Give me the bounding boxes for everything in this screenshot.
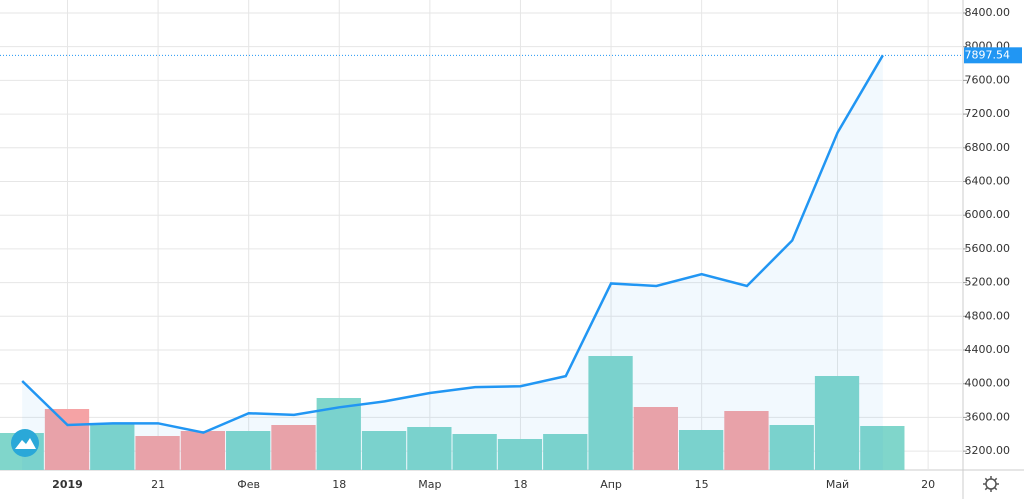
volume-bar bbox=[724, 411, 769, 470]
volume-bar bbox=[633, 407, 678, 470]
logo-icon[interactable] bbox=[15, 438, 36, 449]
volume-bar bbox=[90, 424, 135, 470]
volume-bar bbox=[497, 439, 543, 470]
volume-bar bbox=[543, 434, 588, 470]
volume-bar bbox=[678, 430, 724, 470]
x-tick-label: 18 bbox=[513, 478, 527, 491]
x-tick-label: 15 bbox=[695, 478, 709, 491]
last-price-label: 7897.54 bbox=[965, 48, 1011, 61]
x-tick-label: Мар bbox=[418, 478, 441, 491]
y-tick-label: 3200.00 bbox=[965, 444, 1011, 457]
volume-bar bbox=[588, 356, 633, 470]
volume-bar bbox=[180, 431, 226, 470]
y-tick-label: 8400.00 bbox=[965, 6, 1011, 19]
y-tick-label: 4400.00 bbox=[965, 343, 1011, 356]
volume-bar bbox=[860, 426, 905, 470]
volume-bar bbox=[452, 434, 497, 470]
x-tick-label: 20 bbox=[921, 478, 935, 491]
y-tick-label: 6400.00 bbox=[965, 174, 1011, 187]
logo[interactable] bbox=[11, 429, 39, 457]
area-fill bbox=[22, 55, 883, 471]
price-line bbox=[21, 54, 884, 434]
x-tick-label: Май bbox=[826, 478, 849, 491]
x-tick-label: 2019 bbox=[52, 478, 83, 491]
volume-bar bbox=[44, 409, 90, 470]
volume-bar bbox=[361, 431, 407, 470]
y-tick-label: 4800.00 bbox=[965, 309, 1011, 322]
x-tick-label: 18 bbox=[332, 478, 346, 491]
gear-teeth[interactable] bbox=[983, 476, 999, 492]
y-tick-label: 6000.00 bbox=[965, 208, 1011, 221]
volume-bar bbox=[135, 436, 180, 470]
volume-bar bbox=[407, 427, 452, 470]
y-tick-label: 6800.00 bbox=[965, 141, 1011, 154]
last-price-box bbox=[964, 47, 1022, 64]
y-tick-label: 7600.00 bbox=[965, 73, 1011, 86]
settings-icon[interactable] bbox=[983, 476, 999, 492]
volume-bar bbox=[226, 431, 271, 470]
x-tick-label: 21 bbox=[151, 478, 165, 491]
x-tick-label: Апр bbox=[600, 478, 622, 491]
volume-bar bbox=[271, 425, 316, 470]
y-tick-label: 3600.00 bbox=[965, 410, 1011, 423]
y-tick-label: 5200.00 bbox=[965, 276, 1011, 289]
volume-bar bbox=[814, 376, 860, 470]
y-tick-label: 5600.00 bbox=[965, 242, 1011, 255]
x-tick-label: Фев bbox=[237, 478, 260, 491]
y-tick-label: 7200.00 bbox=[965, 107, 1011, 120]
volume-bar bbox=[769, 425, 814, 470]
y-tick-label: 4000.00 bbox=[965, 377, 1011, 390]
